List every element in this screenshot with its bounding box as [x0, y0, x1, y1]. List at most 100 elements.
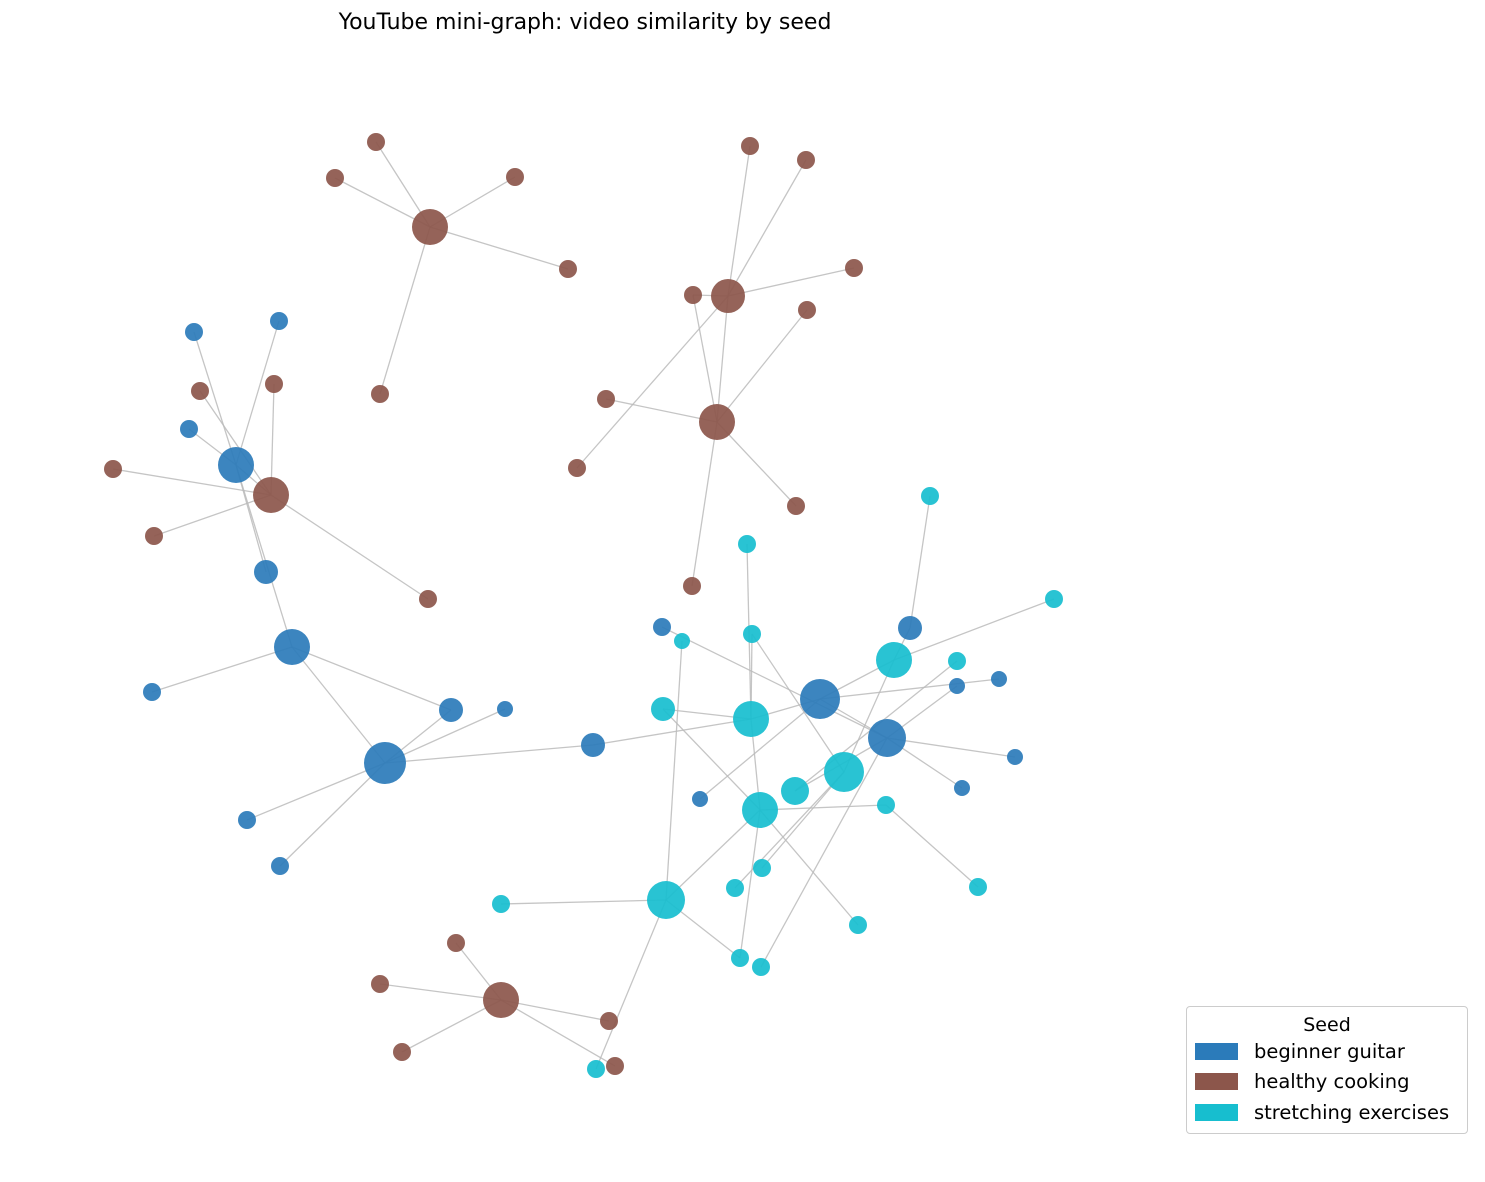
legend-item-beginner-guitar: beginner guitar [1187, 1036, 1467, 1067]
graph-node [270, 312, 288, 330]
graph-edge [279, 762, 386, 867]
graph-node [393, 1043, 411, 1061]
graph-edge [699, 698, 821, 800]
graph-node [743, 625, 761, 643]
graph-node [647, 881, 685, 919]
graph-edge [605, 398, 718, 423]
graph-node [271, 857, 289, 875]
graph-node [824, 752, 864, 792]
graph-node [371, 385, 389, 403]
graph-node [699, 404, 735, 440]
graph-node [253, 477, 289, 513]
graph-node [587, 1060, 605, 1078]
graph-edge [592, 718, 752, 746]
graph-edge [759, 809, 859, 926]
graph-edge [885, 804, 979, 888]
graph-edge [379, 983, 502, 1001]
graph-edge [662, 708, 761, 811]
graph-edge [716, 295, 729, 423]
graph-node [876, 642, 912, 678]
graph-node [238, 811, 256, 829]
graph-node [949, 678, 965, 694]
graph-edge [759, 804, 887, 811]
graph-edge [112, 468, 272, 496]
legend-item-stretching-exercises: stretching exercises [1187, 1097, 1467, 1128]
graph-node [948, 652, 966, 670]
graph-edge [751, 633, 845, 773]
graph-edge [291, 646, 386, 764]
graph-node [683, 577, 701, 595]
graph-node [218, 447, 254, 483]
legend-swatch [1195, 1103, 1238, 1121]
graph-node [753, 859, 771, 877]
graph-node [1007, 749, 1023, 765]
graph-edge [235, 464, 267, 573]
graph-node [674, 633, 690, 649]
legend-swatch [1195, 1042, 1238, 1060]
graph-edge [761, 771, 845, 869]
graph-node [447, 934, 465, 952]
graph-edge [665, 809, 761, 901]
graph-node [274, 629, 310, 665]
graph-edge [909, 495, 931, 629]
graph-node [600, 1012, 618, 1030]
graph-edge [384, 708, 506, 764]
graph-node [849, 916, 867, 934]
graph-node [969, 878, 987, 896]
graph-node [991, 671, 1007, 687]
graph-node [731, 949, 749, 967]
graph-node [651, 697, 675, 721]
graph-edge [760, 737, 888, 968]
legend-title: Seed [1303, 1014, 1351, 1036]
graph-edge [692, 294, 718, 423]
graph-edge [270, 383, 275, 496]
graph-edge [384, 744, 594, 764]
graph-edge [665, 640, 683, 901]
graph-node [898, 616, 922, 640]
graph-node [371, 975, 389, 993]
graph-node [711, 279, 745, 313]
graph-node [180, 420, 198, 438]
graph-edge [500, 899, 667, 905]
graph-node [954, 780, 970, 796]
graph-node [798, 301, 816, 319]
graph-node [254, 560, 278, 584]
graph-node [367, 133, 385, 151]
edges-layer [112, 141, 1055, 1070]
graph-node [797, 151, 815, 169]
graph-edge [153, 494, 272, 537]
graph-edge [379, 226, 431, 395]
graph-edge [716, 421, 797, 507]
graph-node [364, 742, 406, 784]
graph-node [265, 375, 283, 393]
graph-node [781, 777, 809, 805]
graph-edge [429, 226, 569, 270]
graph-edge [727, 145, 751, 297]
graph-edge [199, 390, 272, 496]
graph-node [191, 382, 209, 400]
graph-edge [500, 999, 610, 1022]
graph-node [800, 679, 840, 719]
graph-edge [886, 737, 1016, 758]
graph-node [185, 323, 203, 341]
graph-node [145, 527, 163, 545]
graph-node [606, 1057, 624, 1075]
graph-node [506, 168, 524, 186]
graph-edge [727, 267, 855, 297]
graph-edge [843, 659, 895, 773]
legend-label: stretching exercises [1254, 1100, 1450, 1124]
graph-edge [500, 999, 616, 1067]
graph-edge [739, 809, 761, 959]
graph-node [419, 590, 437, 608]
graph-node [483, 982, 519, 1018]
graph-edge [595, 899, 667, 1070]
graph-node [581, 733, 605, 757]
graph-edge [716, 309, 808, 423]
graph-node [741, 137, 759, 155]
graph-node [143, 683, 161, 701]
graph-edge [819, 678, 1000, 700]
graph-node [1045, 590, 1063, 608]
graph-node [568, 459, 586, 477]
graph-node [742, 792, 778, 828]
